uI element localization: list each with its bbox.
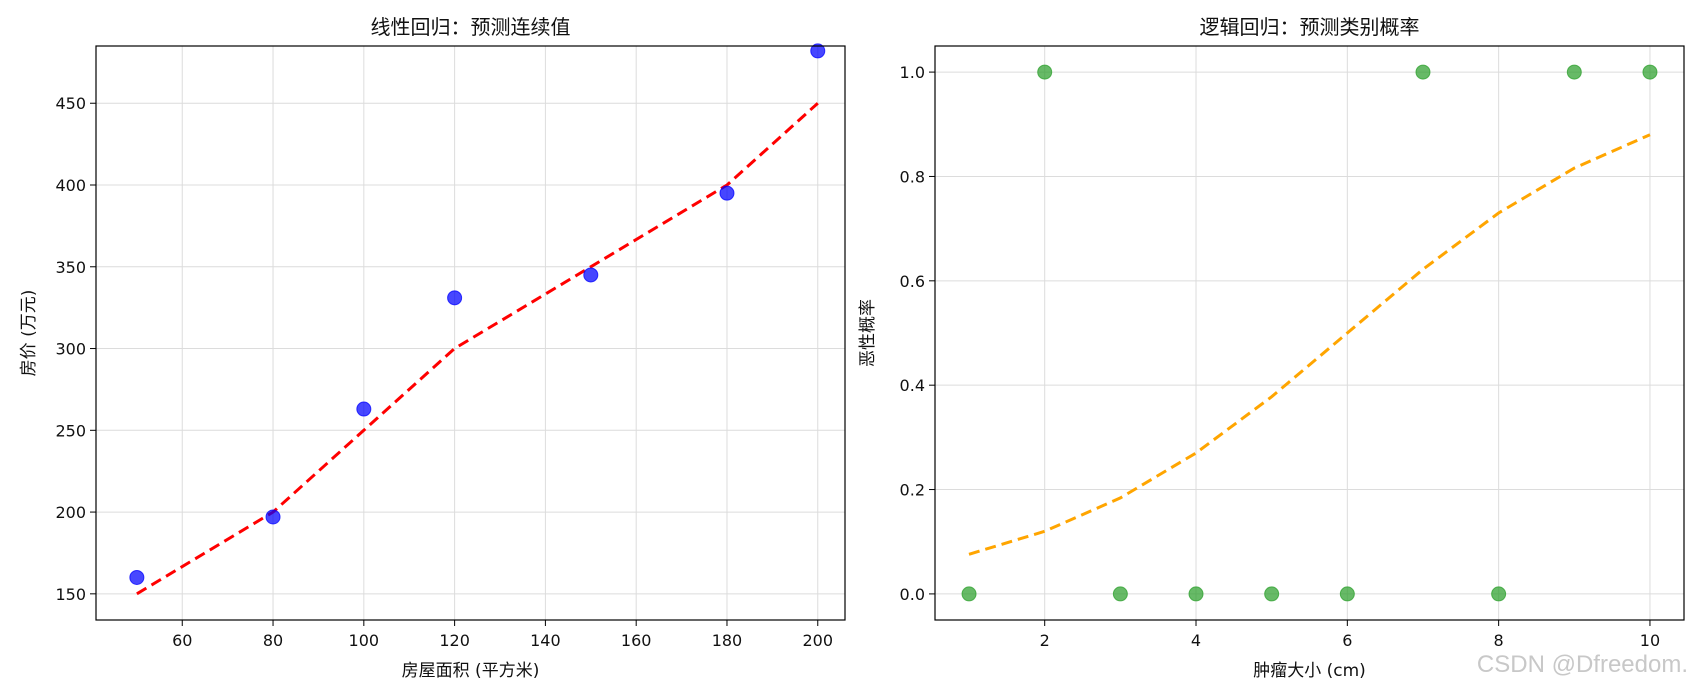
data-point: [1188, 586, 1204, 602]
data-point: [1415, 64, 1431, 80]
y-tick-label: 0.2: [900, 481, 925, 500]
x-tick-label: 100: [349, 631, 380, 650]
x-tick-label: 160: [621, 631, 652, 650]
y-tick-label: 0.4: [900, 376, 925, 395]
y-axis-label: 房价 (万元): [19, 290, 39, 377]
chart-title: 逻辑回归：预测类别概率: [1200, 15, 1420, 39]
x-tick-label: 80: [263, 631, 283, 650]
plot-frame: [934, 45, 1685, 621]
grid: [935, 46, 1684, 620]
fit-line: [968, 133, 1651, 556]
data-point: [1264, 586, 1280, 602]
y-tick-label: 450: [55, 94, 86, 113]
x-axis-label: 房屋面积 (平方米): [402, 661, 540, 681]
y-tick-label: 150: [55, 585, 86, 604]
x-tick-label: 8: [1494, 631, 1504, 650]
y-tick-label: 0.0: [900, 585, 925, 604]
chart-title: 线性回归：预测连续值: [371, 15, 571, 39]
y-tick-label: 400: [55, 176, 86, 195]
y-tick-label: 350: [55, 258, 86, 277]
x-tick-label: 10: [1640, 631, 1660, 650]
x-tick-label: 2: [1040, 631, 1050, 650]
x-axis-label: 肿瘤大小 (cm): [1253, 661, 1366, 681]
data-point: [1339, 586, 1355, 602]
x-tick-label: 120: [439, 631, 470, 650]
data-point: [129, 569, 145, 585]
x-tick-label: 4: [1191, 631, 1201, 650]
grid: [96, 46, 845, 620]
logistic-regression-chart: 2 4 6 8 10 0.0 0.2 0.4 0.6 0.8 1.0 逻辑回归：预测类别概率肿瘤大小 …: [858, 15, 1685, 681]
x-tick-label: 140: [530, 631, 561, 650]
data-point: [265, 509, 281, 525]
plot-frame: [95, 45, 846, 621]
linear-regression-chart: 60 80 100 120 140 160 180 200 150 200 250 300 350 400…: [19, 15, 846, 681]
y-tick-label: 200: [55, 503, 86, 522]
data-point: [810, 43, 826, 59]
data-point: [961, 586, 977, 602]
x-tick-label: 200: [802, 631, 833, 650]
data-point: [1037, 64, 1053, 80]
y-tick-label: 1.0: [900, 63, 925, 82]
y-tick-label: 250: [55, 421, 86, 440]
y-tick-label: 300: [55, 340, 86, 359]
y-tick-label: 0.8: [900, 167, 925, 186]
x-tick-label: 180: [712, 631, 743, 650]
data-point: [583, 267, 599, 283]
data-point: [1642, 64, 1658, 80]
x-tick-label: 6: [1342, 631, 1352, 650]
x-tick-label: 60: [172, 631, 192, 650]
data-point: [447, 290, 463, 306]
y-axis-label: 恶性概率: [858, 299, 878, 367]
y-tick-label: 0.6: [900, 272, 925, 291]
data-point: [1566, 64, 1582, 80]
data-point: [356, 401, 372, 417]
data-point: [1112, 586, 1128, 602]
watermark: CSDN @Dfreedom.: [1477, 651, 1688, 678]
data-point: [1491, 586, 1507, 602]
data-point: [719, 185, 735, 201]
